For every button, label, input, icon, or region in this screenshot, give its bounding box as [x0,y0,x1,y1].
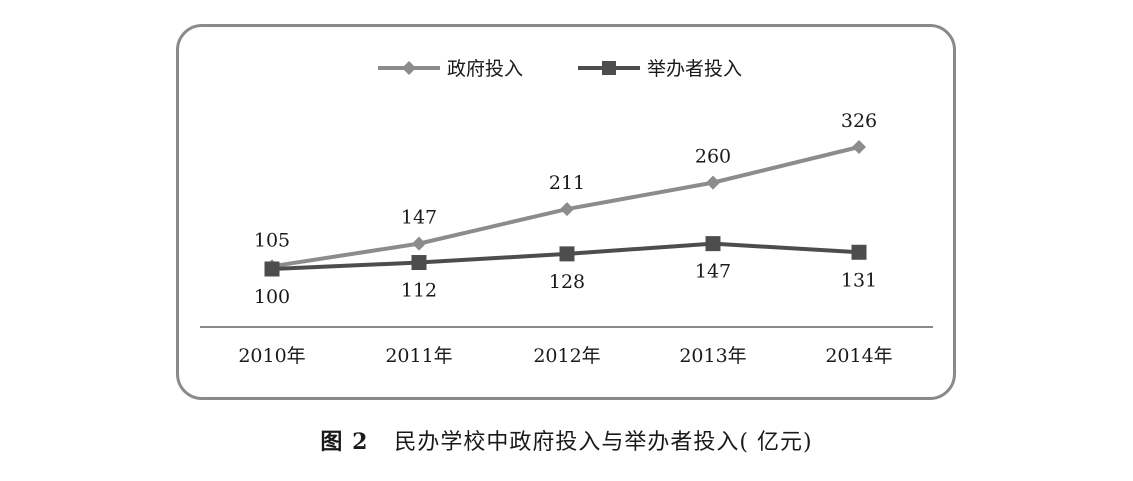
caption-text: 民办学校中政府投入与举办者投入( 亿元) [394,430,813,455]
x-tick-label-5: 2014年 [825,345,892,367]
series-2-point-3 [559,246,575,262]
data-label-series-2-1: 100 [254,286,290,308]
legend-item-1: 政府投入 [378,58,523,80]
x-tick-label-3: 2012年 [533,345,600,367]
series-layer [264,140,867,277]
x-tick-label-2: 2011年 [385,345,452,367]
x-tick-label-1: 2010年 [238,345,305,367]
legend: 政府投入 举办者投入 [378,58,742,80]
legend-item-2: 举办者投入 [578,58,742,80]
data-label-series-1-5: 326 [841,110,877,132]
line-chart: 政府投入 举办者投入 105 147 211 260 326 100 112 128 147 131… [200,58,933,367]
x-tick-label-4: 2013年 [679,345,746,367]
series-2-point-4 [705,236,721,252]
x-tick-labels: 2010年 2011年 2012年 2013年 2014年 [238,345,892,367]
series-1-point-5 [852,140,866,154]
legend-square-icon [602,61,616,75]
data-label-series-2-3: 128 [549,271,585,293]
series-2-point-2 [411,255,427,271]
series-2-point-1 [264,261,280,277]
series-1-point-2 [412,236,426,251]
data-labels: 105 147 211 260 326 100 112 128 147 131 [254,110,877,308]
data-label-series-1-1: 105 [254,229,290,251]
data-label-series-1-2: 147 [401,207,437,229]
series-1-point-3 [560,202,574,217]
series-1-point-4 [706,175,720,190]
series-2-point-5 [851,244,867,260]
legend-diamond-icon [402,61,416,75]
figure-number: 图 2 [320,429,369,455]
data-label-series-2-4: 147 [695,261,731,283]
data-label-series-2-2: 112 [401,280,437,302]
figure-caption: 图 2 民办学校中政府投入与举办者投入( 亿元) [0,424,1133,456]
data-label-series-1-3: 211 [549,172,585,194]
data-label-series-2-5: 131 [841,269,877,291]
legend-label-1: 政府投入 [447,58,523,80]
data-label-series-1-4: 260 [695,146,731,168]
legend-label-2: 举办者投入 [647,58,742,80]
